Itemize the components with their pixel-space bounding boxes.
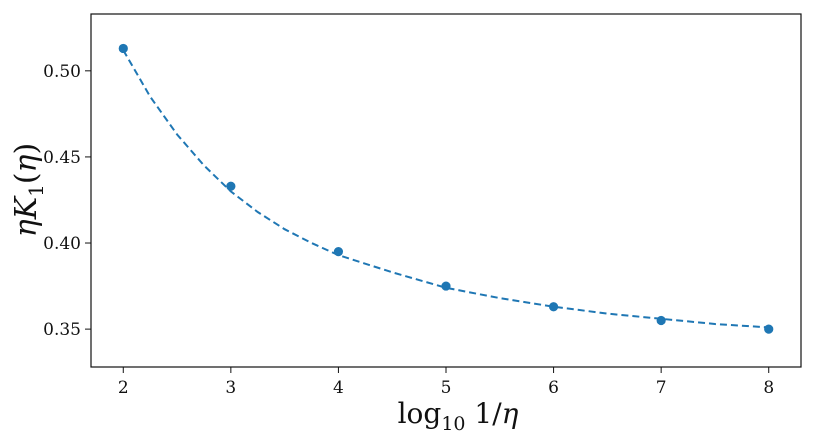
data-point bbox=[226, 181, 236, 191]
y-tick-label: 0.35 bbox=[43, 320, 81, 340]
y-axis-label: ηK1(η) bbox=[9, 143, 48, 238]
data-point bbox=[764, 324, 774, 334]
series-layer bbox=[118, 43, 774, 334]
x-tick-label: 5 bbox=[441, 378, 452, 398]
x-tick-label: 3 bbox=[225, 378, 236, 398]
plot-frame bbox=[90, 13, 802, 368]
y-axis-ticks: 0.35 0.40 0.45 0.50 bbox=[43, 62, 91, 340]
x-tick-label: 8 bbox=[763, 378, 774, 398]
x-tick-label: 7 bbox=[656, 378, 667, 398]
data-point bbox=[656, 315, 666, 326]
data-point bbox=[333, 247, 344, 257]
x-tick-label: 4 bbox=[333, 378, 344, 398]
data-point bbox=[441, 281, 451, 291]
x-tick-label: 6 bbox=[548, 378, 559, 398]
y-tick-label: 0.40 bbox=[43, 234, 81, 254]
x-tick-label: 2 bbox=[118, 378, 129, 398]
data-point bbox=[118, 43, 128, 54]
x-axis-ticks: 2 3 4 5 6 7 8 bbox=[118, 367, 774, 398]
y-tick-label: 0.45 bbox=[43, 148, 81, 168]
data-point bbox=[548, 302, 559, 312]
x-axis-label: log10 1/η bbox=[398, 397, 519, 435]
y-tick-label: 0.50 bbox=[43, 62, 81, 82]
